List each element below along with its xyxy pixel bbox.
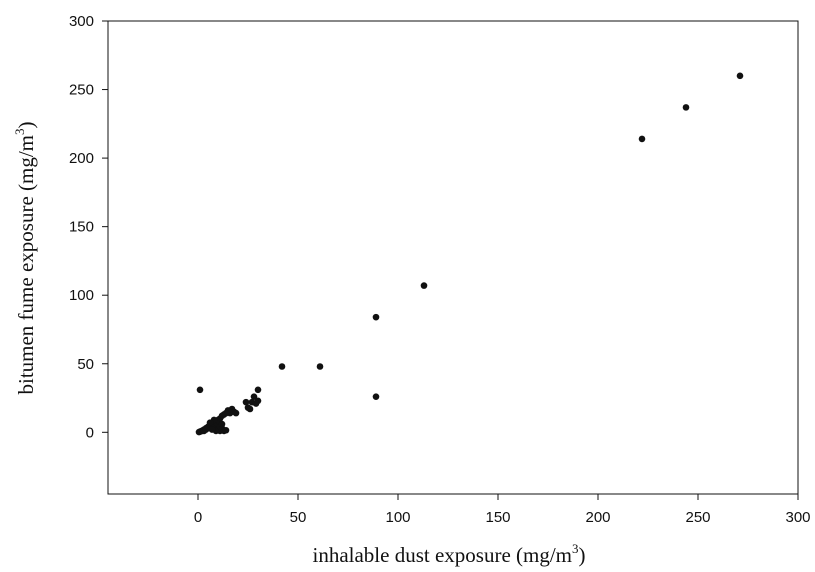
data-point — [316, 363, 324, 370]
data-point — [206, 419, 214, 427]
data-point — [736, 72, 744, 80]
data-point — [254, 386, 262, 394]
plot-area — [107, 20, 799, 495]
data-point — [242, 398, 250, 406]
y-tick-label: 200 — [69, 150, 94, 167]
data-point — [222, 426, 230, 434]
y-tick-label: 0 — [86, 424, 94, 441]
x-tick-label: 100 — [385, 509, 410, 526]
data-points — [195, 72, 744, 436]
x-tick-label: 0 — [194, 509, 202, 526]
data-point — [372, 313, 380, 321]
data-point — [232, 409, 240, 417]
data-point — [420, 282, 428, 289]
x-tick-label: 200 — [585, 509, 610, 526]
data-point — [250, 393, 258, 400]
data-point — [208, 426, 216, 433]
y-tick-label: 50 — [77, 356, 94, 373]
data-point — [372, 393, 380, 400]
x-axis-title: inhalable dust exposure (mg/m3) — [312, 541, 585, 567]
x-tick-label: 150 — [485, 509, 510, 526]
data-point — [682, 104, 690, 111]
plot-frame — [107, 20, 799, 495]
data-point — [638, 135, 646, 143]
y-tick-label: 250 — [69, 82, 94, 99]
y-axis-title: bitumen fume exposure (mg/m3) — [12, 121, 38, 394]
data-point — [222, 409, 230, 417]
data-point — [218, 420, 226, 428]
data-point — [196, 386, 204, 394]
axis-ticks: 0 50 100 150 200 250 300 0 50 100 150 200 250 300 — [69, 13, 811, 526]
data-point — [202, 426, 210, 433]
data-point — [246, 405, 254, 413]
data-point — [278, 363, 286, 370]
x-tick-label: 50 — [290, 509, 307, 526]
y-tick-label: 300 — [69, 13, 94, 30]
data-point — [252, 400, 260, 407]
x-tick-label: 300 — [785, 509, 810, 526]
y-tick-label: 100 — [69, 287, 94, 304]
x-tick-label: 250 — [685, 509, 710, 526]
y-tick-label: 150 — [69, 219, 94, 236]
